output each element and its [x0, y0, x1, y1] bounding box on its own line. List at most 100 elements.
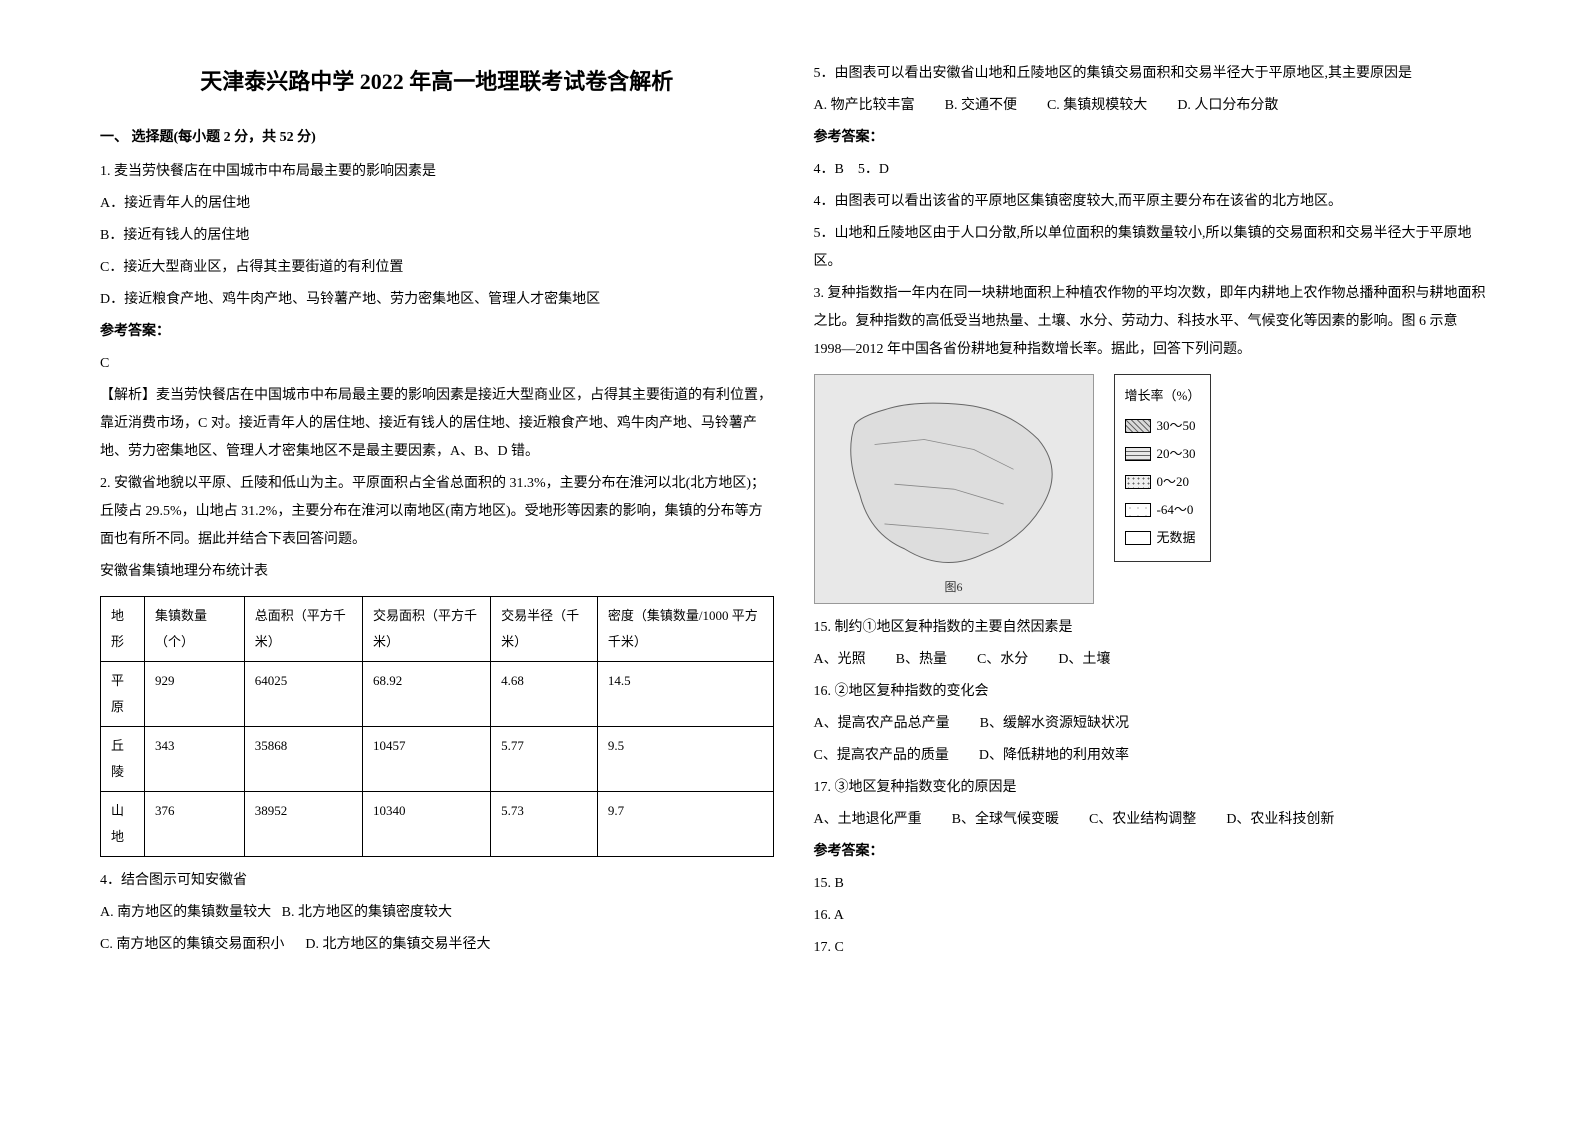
- q1-answer: C: [100, 350, 774, 378]
- map-figure: 图6 增长率（%） 30～5020～300～20-64～0无数据: [814, 374, 1488, 604]
- left-column: 天津泰兴路中学 2022 年高一地理联考试卷含解析 一、 选择题(每小题 2 分…: [100, 60, 774, 1102]
- q1-optA: A．接近青年人的居住地: [100, 190, 774, 218]
- q4-optD: D. 北方地区的集镇交易半径大: [305, 937, 490, 952]
- q16-optC: C、提高农产品的质量: [814, 742, 949, 770]
- map-svg: [815, 375, 1093, 603]
- q5-opts: A. 物产比较丰富 B. 交通不便 C. 集镇规模较大 D. 人口分布分散: [814, 92, 1488, 120]
- q2-table-title: 安徽省集镇地理分布统计表: [100, 558, 774, 586]
- legend-item: 无数据: [1125, 525, 1201, 551]
- q1-analysis: 【解析】麦当劳快餐店在中国城市中布局最主要的影响因素是接近大型商业区，占得其主要…: [100, 382, 774, 466]
- q1-stem: 1. 麦当劳快餐店在中国城市中布局最主要的影响因素是: [100, 158, 774, 186]
- table-cell: 14.5: [597, 662, 773, 727]
- table-cell: 9.7: [597, 792, 773, 857]
- table-cell: 4.68: [491, 662, 598, 727]
- q16-stem: 16. ②地区复种指数的变化会: [814, 678, 1488, 706]
- china-map: 图6: [814, 374, 1094, 604]
- q5-optB: B. 交通不便: [945, 92, 1017, 120]
- q5-optA: A. 物产比较丰富: [814, 92, 915, 120]
- table-cell: 929: [144, 662, 244, 727]
- q15-opts: A、光照 B、热量 C、水分 D、土壤: [814, 646, 1488, 674]
- q2-intro: 2. 安徽省地貌以平原、丘陵和低山为主。平原面积占全省总面积的 31.3%，主要…: [100, 470, 774, 554]
- q15-optA: A、光照: [814, 646, 866, 674]
- table-cell: 35868: [244, 727, 362, 792]
- col-trade-radius: 交易半径（千米）: [491, 597, 598, 662]
- table-cell: 10457: [362, 727, 490, 792]
- q16-optA: A、提高农产品总产量: [814, 710, 950, 738]
- q4-optA: A. 南方地区的集镇数量较大: [100, 905, 271, 920]
- q1-optB: B．接近有钱人的居住地: [100, 222, 774, 250]
- q15-optB: B、热量: [896, 646, 947, 674]
- legend-label: 20～30: [1157, 441, 1196, 467]
- q17-stem: 17. ③地区复种指数变化的原因是: [814, 774, 1488, 802]
- q16-opts: A、提高农产品总产量 B、缓解水资源短缺状况: [814, 710, 1488, 738]
- a16: 16. A: [814, 902, 1488, 930]
- q17-optB: B、全球气候变暖: [952, 806, 1059, 834]
- q1-optD: D．接近粮食产地、鸡牛肉产地、马铃薯产地、劳力密集地区、管理人才密集地区: [100, 286, 774, 314]
- legend-swatch: [1125, 475, 1151, 489]
- legend-swatch: [1125, 503, 1151, 517]
- legend-label: 30～50: [1157, 413, 1196, 439]
- answer-label-3: 参考答案：: [814, 838, 1488, 866]
- ex4: 4．由图表可以看出该省的平原地区集镇密度较大,而平原主要分布在该省的北方地区。: [814, 188, 1488, 216]
- legend-label: -64～0: [1157, 497, 1194, 523]
- legend-item: 0～20: [1125, 469, 1201, 495]
- a17: 17. C: [814, 934, 1488, 962]
- a15: 15. B: [814, 870, 1488, 898]
- q4-stem: 4．结合图示可知安徽省: [100, 867, 774, 895]
- table-cell: 38952: [244, 792, 362, 857]
- table-body: 平原9296402568.924.6814.5丘陵34335868104575.…: [101, 662, 774, 857]
- q5-stem: 5．由图表可以看出安徽省山地和丘陵地区的集镇交易面积和交易半径大于平原地区,其主…: [814, 60, 1488, 88]
- table-cell: 山地: [101, 792, 145, 857]
- stat-table: 地形 集镇数量（个） 总面积（平方千米） 交易面积（平方千米） 交易半径（千米）…: [100, 596, 774, 857]
- q15-optD: D、土壤: [1058, 646, 1110, 674]
- legend-swatch: [1125, 419, 1151, 433]
- ex5: 5．山地和丘陵地区由于人口分散,所以单位面积的集镇数量较小,所以集镇的交易面积和…: [814, 220, 1488, 276]
- q17-optD: D、农业科技创新: [1226, 806, 1334, 834]
- col-count: 集镇数量（个）: [144, 597, 244, 662]
- q4-optC: C. 南方地区的集镇交易面积小: [100, 937, 284, 952]
- legend-item: -64～0: [1125, 497, 1201, 523]
- table-cell: 平原: [101, 662, 145, 727]
- col-area: 总面积（平方千米）: [244, 597, 362, 662]
- table-cell: 68.92: [362, 662, 490, 727]
- table-row: 山地37638952103405.739.7: [101, 792, 774, 857]
- col-density: 密度（集镇数量/1000 平方千米）: [597, 597, 773, 662]
- q15-optC: C、水分: [977, 646, 1028, 674]
- table-cell: 5.77: [491, 727, 598, 792]
- q16-optD: D、降低耕地的利用效率: [979, 742, 1129, 770]
- q4-optB: B. 北方地区的集镇密度较大: [282, 905, 452, 920]
- a45: 4．B 5．D: [814, 156, 1488, 184]
- q16-optB: B、缓解水资源短缺状况: [980, 710, 1129, 738]
- q3-intro: 3. 复种指数指一年内在同一块耕地面积上种植农作物的平均次数，即年内耕地上农作物…: [814, 280, 1488, 364]
- table-cell: 376: [144, 792, 244, 857]
- answer-label: 参考答案：: [100, 318, 774, 346]
- q1-optC: C．接近大型商业区，占得其主要街道的有利位置: [100, 254, 774, 282]
- q5-optD: D. 人口分布分散: [1177, 92, 1278, 120]
- legend-item: 20～30: [1125, 441, 1201, 467]
- table-cell: 64025: [244, 662, 362, 727]
- a5: 5．D: [858, 162, 889, 177]
- legend-items: 30～5020～300～20-64～0无数据: [1125, 413, 1201, 551]
- right-column: 5．由图表可以看出安徽省山地和丘陵地区的集镇交易面积和交易半径大于平原地区,其主…: [814, 60, 1488, 1102]
- a4: 4．B: [814, 162, 844, 177]
- q16-opts2: C、提高农产品的质量 D、降低耕地的利用效率: [814, 742, 1488, 770]
- q17-optC: C、农业结构调整: [1089, 806, 1196, 834]
- legend: 增长率（%） 30～5020～300～20-64～0无数据: [1114, 374, 1212, 562]
- legend-title: 增长率（%）: [1125, 383, 1201, 409]
- section-heading: 一、 选择题(每小题 2 分，共 52 分): [100, 124, 774, 152]
- answer-label-2: 参考答案：: [814, 124, 1488, 152]
- q4-opts: A. 南方地区的集镇数量较大 B. 北方地区的集镇密度较大: [100, 899, 774, 927]
- legend-item: 30～50: [1125, 413, 1201, 439]
- map-outline: [850, 403, 1051, 562]
- legend-swatch: [1125, 531, 1151, 545]
- col-trade-area: 交易面积（平方千米）: [362, 597, 490, 662]
- col-terrain: 地形: [101, 597, 145, 662]
- q4-opts2: C. 南方地区的集镇交易面积小 D. 北方地区的集镇交易半径大: [100, 931, 774, 959]
- q17-opts: A、土地退化严重 B、全球气候变暖 C、农业结构调整 D、农业科技创新: [814, 806, 1488, 834]
- table-row: 丘陵34335868104575.779.5: [101, 727, 774, 792]
- legend-label: 无数据: [1157, 525, 1196, 551]
- q17-optA: A、土地退化严重: [814, 806, 922, 834]
- legend-swatch: [1125, 447, 1151, 461]
- table-row: 平原9296402568.924.6814.5: [101, 662, 774, 727]
- table-cell: 5.73: [491, 792, 598, 857]
